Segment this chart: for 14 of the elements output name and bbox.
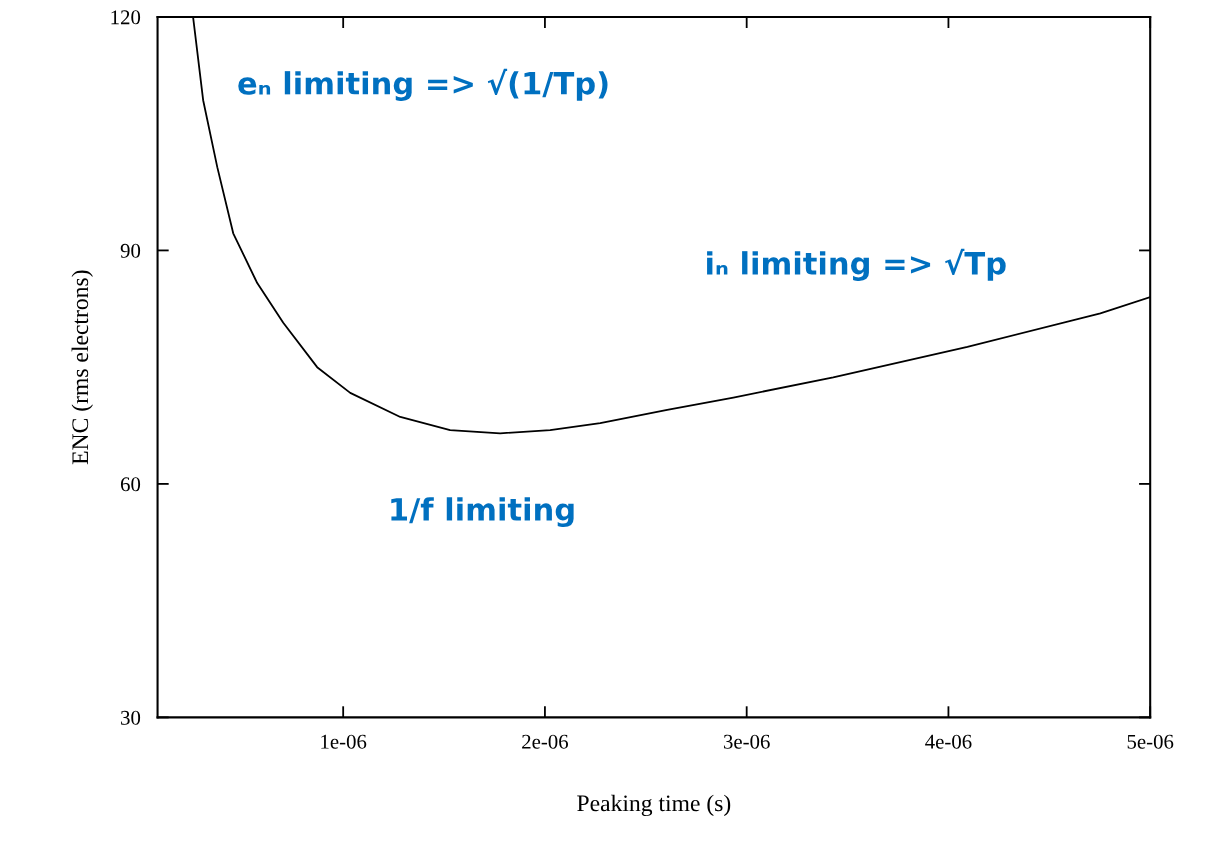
x-tick-label: 4e-06 <box>925 734 972 749</box>
y-tick-label: 60 <box>120 477 141 492</box>
x-tick-label: 5e-06 <box>1127 734 1174 749</box>
annotation: 1/f limiting <box>391 497 574 528</box>
y-tick-label: 30 <box>121 710 141 725</box>
x-axis-title: Peaking time (s) <box>577 794 731 817</box>
x-tick-label: 1e-06 <box>321 734 367 749</box>
y-axis-title: ENC (rms electrons) <box>71 270 93 465</box>
annotation: eₙ limiting => √(1/Tp) <box>238 68 608 101</box>
x-tick-label: 3e-06 <box>723 734 770 749</box>
annotation: iₙ limiting => √Tp <box>707 248 1006 281</box>
y-tick-label: 90 <box>120 243 141 258</box>
y-tick-label: 120 <box>111 10 141 25</box>
x-tick-label: 2e-06 <box>522 734 569 749</box>
